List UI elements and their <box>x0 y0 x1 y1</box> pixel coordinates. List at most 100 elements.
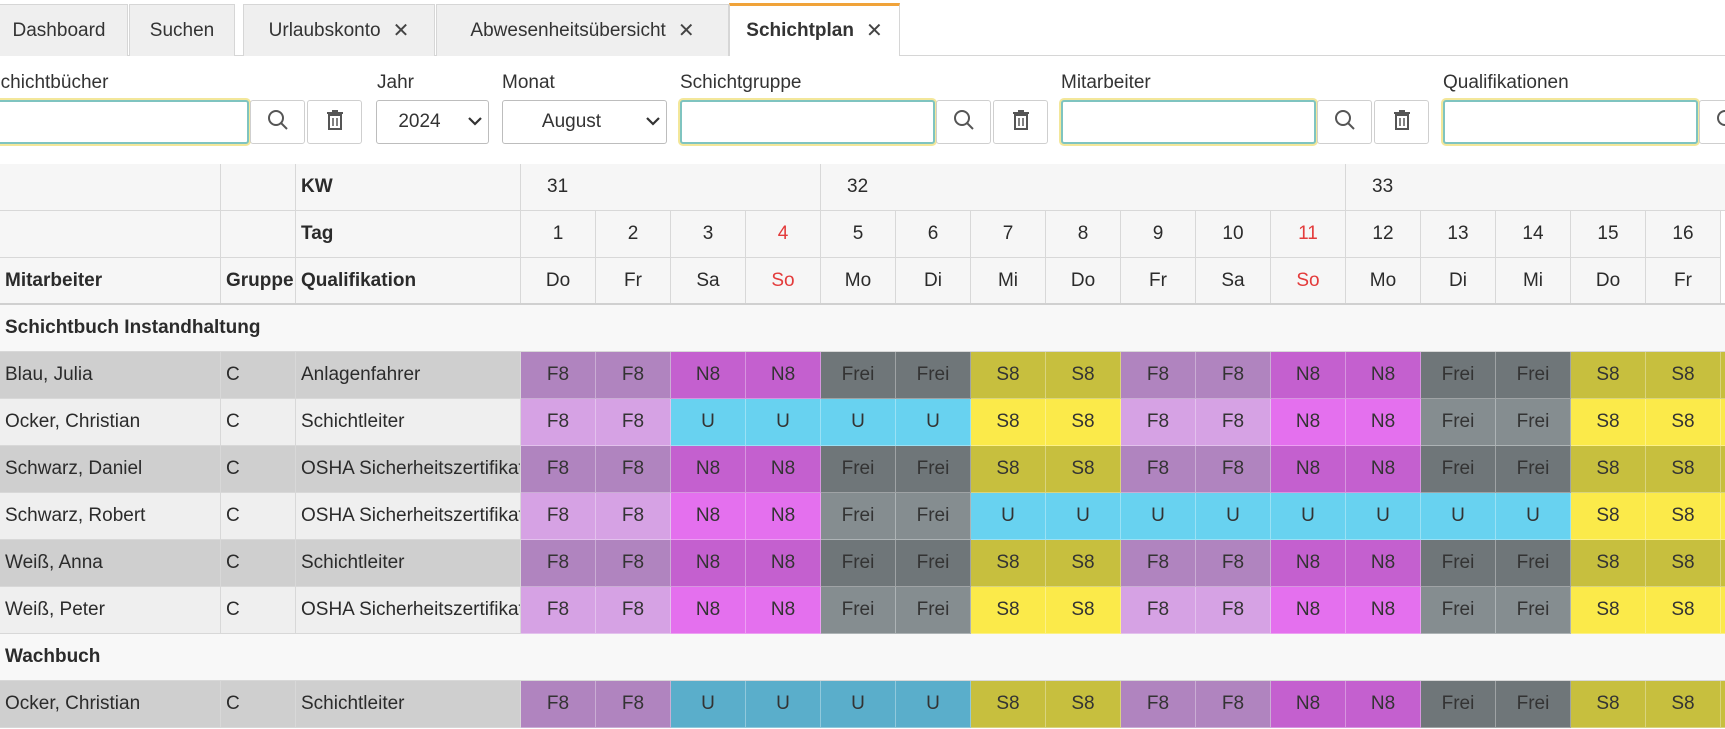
shift-cell[interactable]: Frei <box>896 493 971 540</box>
shift-cell[interactable]: F8 <box>1196 399 1271 446</box>
schichtgruppe-search-button[interactable] <box>936 100 991 144</box>
shift-cell[interactable]: S8 <box>1046 399 1121 446</box>
close-icon[interactable]: ✕ <box>865 20 883 42</box>
shift-cell[interactable] <box>1721 399 1725 446</box>
employee-name[interactable]: Schwarz, Robert <box>0 493 221 540</box>
shift-cell[interactable]: S8 <box>1571 399 1646 446</box>
shift-cell[interactable]: F8 <box>1121 681 1196 728</box>
shift-cell[interactable]: U <box>1421 493 1496 540</box>
shift-cell[interactable]: N8 <box>746 587 821 634</box>
shift-cell[interactable]: S8 <box>1571 681 1646 728</box>
shift-cell[interactable]: Frei <box>821 587 896 634</box>
shift-cell[interactable]: Frei <box>1421 681 1496 728</box>
shift-cell[interactable]: N8 <box>1271 587 1346 634</box>
shift-cell[interactable]: S8 <box>971 587 1046 634</box>
shift-cell[interactable]: S8 <box>1646 352 1721 399</box>
shift-cell[interactable]: S8 <box>1646 399 1721 446</box>
shift-cell[interactable]: U <box>971 493 1046 540</box>
shift-cell[interactable]: F8 <box>1196 587 1271 634</box>
shift-cell[interactable]: S8 <box>1571 587 1646 634</box>
mitarbeiter-search-button[interactable] <box>1317 100 1372 144</box>
shift-cell[interactable]: N8 <box>1346 446 1421 493</box>
shift-cell[interactable]: Frei <box>1496 587 1571 634</box>
shift-cell[interactable]: U <box>896 399 971 446</box>
employee-name[interactable]: Schwarz, Daniel <box>0 446 221 493</box>
column-header-gruppe[interactable]: Gruppe <box>221 258 296 305</box>
shift-cell[interactable]: N8 <box>1346 399 1421 446</box>
shift-cell[interactable]: F8 <box>1196 681 1271 728</box>
schichtbuecher-clear-button[interactable] <box>307 100 362 144</box>
shift-cell[interactable]: U <box>896 681 971 728</box>
shift-cell[interactable]: F8 <box>521 587 596 634</box>
shift-cell[interactable]: F8 <box>521 681 596 728</box>
shift-cell[interactable]: Frei <box>1421 587 1496 634</box>
shift-cell[interactable]: U <box>746 681 821 728</box>
shift-cell[interactable]: Frei <box>821 493 896 540</box>
shift-cell[interactable]: U <box>671 681 746 728</box>
shift-cell[interactable]: F8 <box>1196 446 1271 493</box>
shift-cell[interactable]: U <box>1196 493 1271 540</box>
shift-cell[interactable] <box>1721 446 1725 493</box>
shift-cell[interactable]: F8 <box>1121 587 1196 634</box>
shift-cell[interactable]: Frei <box>1496 540 1571 587</box>
shift-cell[interactable]: N8 <box>1346 587 1421 634</box>
shift-cell[interactable]: U <box>746 399 821 446</box>
shift-cell[interactable]: N8 <box>1271 399 1346 446</box>
mitarbeiter-clear-button[interactable] <box>1374 100 1429 144</box>
shift-cell[interactable]: S8 <box>1571 446 1646 493</box>
shift-cell[interactable]: S8 <box>1046 446 1121 493</box>
shift-cell[interactable]: F8 <box>596 446 671 493</box>
employee-name[interactable]: Blau, Julia <box>0 352 221 399</box>
close-icon[interactable]: ✕ <box>392 19 410 42</box>
shift-cell[interactable]: N8 <box>671 446 746 493</box>
shift-cell[interactable]: Frei <box>821 352 896 399</box>
shift-cell[interactable]: N8 <box>1346 352 1421 399</box>
shift-cell[interactable]: S8 <box>1046 587 1121 634</box>
column-header-mitarbeiter[interactable]: Mitarbeiter <box>0 258 221 305</box>
shift-cell[interactable]: S8 <box>1046 681 1121 728</box>
shift-cell[interactable]: S8 <box>1571 493 1646 540</box>
shift-cell[interactable] <box>1721 587 1725 634</box>
shift-cell[interactable]: U <box>1121 493 1196 540</box>
shift-cell[interactable]: Frei <box>1421 446 1496 493</box>
shift-cell[interactable]: Frei <box>1496 681 1571 728</box>
shift-cell[interactable]: S8 <box>1646 681 1721 728</box>
qualifikationen-input[interactable] <box>1443 100 1698 144</box>
shift-cell[interactable]: F8 <box>521 446 596 493</box>
shift-cell[interactable]: F8 <box>1196 540 1271 587</box>
shift-cell[interactable]: N8 <box>671 587 746 634</box>
tab-abwesenheitsübersicht[interactable]: Abwesenheitsübersicht ✕ <box>436 4 729 56</box>
shift-cell[interactable]: N8 <box>1271 681 1346 728</box>
shift-cell[interactable]: F8 <box>596 587 671 634</box>
shift-cell[interactable]: F8 <box>521 399 596 446</box>
shift-cell[interactable]: F8 <box>1121 446 1196 493</box>
shift-cell[interactable]: S8 <box>971 540 1046 587</box>
shift-cell[interactable]: N8 <box>1271 540 1346 587</box>
shift-cell[interactable]: U <box>821 399 896 446</box>
shift-cell[interactable]: Frei <box>1421 352 1496 399</box>
shift-cell[interactable]: Frei <box>821 446 896 493</box>
tab-urlaubskonto[interactable]: Urlaubskonto ✕ <box>243 4 435 56</box>
shift-cell[interactable]: N8 <box>1271 352 1346 399</box>
shift-cell[interactable]: U <box>1346 493 1421 540</box>
shift-cell[interactable]: S8 <box>1646 446 1721 493</box>
schichtgruppe-input[interactable] <box>680 100 935 144</box>
shift-cell[interactable]: N8 <box>746 446 821 493</box>
shift-cell[interactable]: N8 <box>746 493 821 540</box>
tab-dashboard[interactable]: Dashboard <box>0 4 128 56</box>
shift-cell[interactable]: U <box>671 399 746 446</box>
shift-cell[interactable] <box>1721 352 1725 399</box>
shift-cell[interactable]: F8 <box>596 352 671 399</box>
shift-cell[interactable]: F8 <box>596 493 671 540</box>
shift-cell[interactable]: Frei <box>896 540 971 587</box>
shift-cell[interactable]: F8 <box>1121 399 1196 446</box>
schichtbuecher-input[interactable] <box>0 100 249 144</box>
shift-cell[interactable]: S8 <box>971 446 1046 493</box>
shift-cell[interactable]: S8 <box>1646 587 1721 634</box>
shift-cell[interactable]: Frei <box>896 446 971 493</box>
tab-suchen[interactable]: Suchen <box>129 4 235 56</box>
shift-cell[interactable]: S8 <box>971 681 1046 728</box>
schichtbuecher-search-button[interactable] <box>250 100 305 144</box>
employee-name[interactable]: Weiß, Anna <box>0 540 221 587</box>
close-icon[interactable]: ✕ <box>677 19 695 42</box>
